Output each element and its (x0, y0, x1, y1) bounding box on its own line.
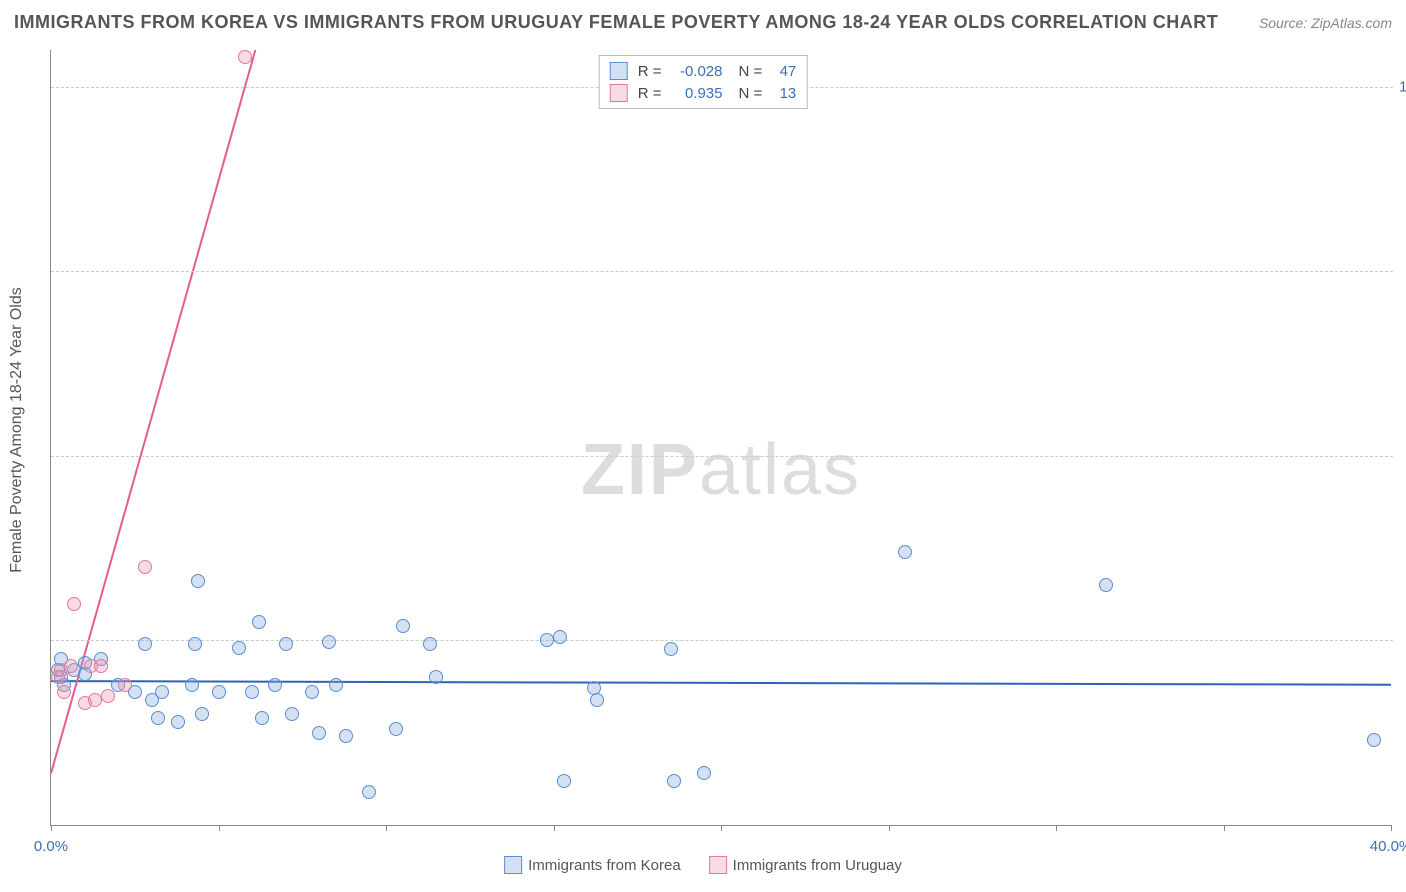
data-point (322, 635, 336, 649)
y-tick-label: 100.0% (1399, 78, 1406, 95)
data-point (268, 678, 282, 692)
series-legend: Immigrants from Korea Immigrants from Uru… (504, 856, 902, 874)
data-point (67, 597, 81, 611)
legend-swatch (610, 84, 628, 102)
data-point (429, 670, 443, 684)
data-point (396, 619, 410, 633)
legend-n-label: N = (739, 85, 763, 102)
legend-label: Immigrants from Uruguay (733, 857, 902, 874)
gridline-h (51, 271, 1393, 272)
data-point (188, 637, 202, 651)
data-point (238, 50, 252, 64)
correlation-legend: R = -0.028 N = 47 R = 0.935 N = 13 (599, 55, 808, 109)
data-point (191, 574, 205, 588)
legend-item: Immigrants from Uruguay (709, 856, 902, 874)
legend-r-value: -0.028 (668, 63, 723, 80)
y-tick-label: 25.0% (1399, 632, 1406, 649)
y-tick-label: 50.0% (1399, 447, 1406, 464)
title-bar: IMMIGRANTS FROM KOREA VS IMMIGRANTS FROM… (14, 12, 1392, 33)
data-point (232, 641, 246, 655)
data-point (423, 637, 437, 651)
legend-n-label: N = (739, 63, 763, 80)
x-tick-mark (721, 825, 722, 831)
data-point (64, 659, 78, 673)
legend-r-value: 0.935 (668, 85, 723, 102)
x-tick-label: 40.0% (1370, 838, 1406, 855)
gridline-h (51, 640, 1393, 641)
watermark: ZIPatlas (581, 429, 861, 511)
data-point (151, 711, 165, 725)
x-tick-mark (889, 825, 890, 831)
plot-area: ZIPatlas 25.0%50.0%75.0%100.0%0.0%40.0% (50, 50, 1391, 826)
legend-swatch (504, 856, 522, 874)
data-point (212, 685, 226, 699)
data-point (312, 726, 326, 740)
data-point (138, 637, 152, 651)
data-point (171, 715, 185, 729)
data-point (1099, 578, 1113, 592)
x-tick-label: 0.0% (34, 838, 68, 855)
data-point (305, 685, 319, 699)
x-tick-mark (1224, 825, 1225, 831)
data-point (339, 729, 353, 743)
data-point (255, 711, 269, 725)
data-point (1367, 733, 1381, 747)
gridline-h (51, 456, 1393, 457)
data-point (252, 615, 266, 629)
x-tick-mark (554, 825, 555, 831)
data-point (389, 722, 403, 736)
data-point (553, 630, 567, 644)
data-point (195, 707, 209, 721)
data-point (285, 707, 299, 721)
chart-title: IMMIGRANTS FROM KOREA VS IMMIGRANTS FROM… (14, 12, 1218, 33)
legend-swatch (610, 62, 628, 80)
x-tick-mark (1391, 825, 1392, 831)
data-point (362, 785, 376, 799)
data-point (329, 678, 343, 692)
legend-label: Immigrants from Korea (528, 857, 681, 874)
trend-lines (51, 50, 1391, 825)
data-point (664, 642, 678, 656)
data-point (185, 678, 199, 692)
x-tick-mark (386, 825, 387, 831)
legend-n-value: 47 (768, 63, 796, 80)
source-label: Source: ZipAtlas.com (1259, 15, 1392, 31)
y-tick-label: 75.0% (1399, 263, 1406, 280)
data-point (245, 685, 259, 699)
legend-item: Immigrants from Korea (504, 856, 681, 874)
data-point (557, 774, 571, 788)
legend-n-value: 13 (768, 85, 796, 102)
data-point (101, 689, 115, 703)
x-tick-mark (1056, 825, 1057, 831)
data-point (279, 637, 293, 651)
data-point (155, 685, 169, 699)
data-point (667, 774, 681, 788)
data-point (540, 633, 554, 647)
data-point (88, 693, 102, 707)
data-point (590, 693, 604, 707)
data-point (118, 678, 132, 692)
data-point (898, 545, 912, 559)
legend-r-label: R = (638, 85, 662, 102)
data-point (57, 685, 71, 699)
legend-r-label: R = (638, 63, 662, 80)
x-tick-mark (219, 825, 220, 831)
legend-row: R = 0.935 N = 13 (610, 82, 797, 104)
data-point (138, 560, 152, 574)
y-axis-label: Female Poverty Among 18-24 Year Olds (8, 287, 26, 573)
data-point (94, 659, 108, 673)
legend-row: R = -0.028 N = 47 (610, 60, 797, 82)
data-point (697, 766, 711, 780)
legend-swatch (709, 856, 727, 874)
x-tick-mark (51, 825, 52, 831)
